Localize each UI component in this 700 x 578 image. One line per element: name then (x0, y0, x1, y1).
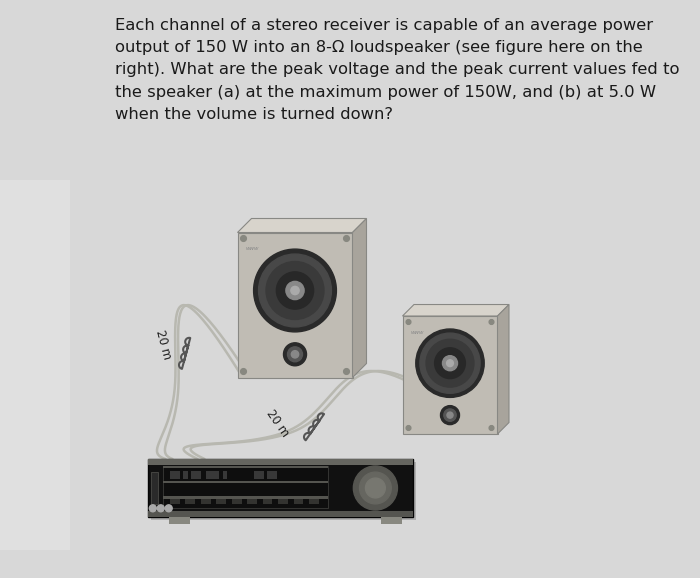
Polygon shape (353, 218, 367, 377)
Circle shape (426, 339, 474, 387)
Circle shape (288, 347, 302, 362)
Circle shape (276, 272, 314, 309)
Circle shape (286, 281, 304, 299)
FancyBboxPatch shape (278, 499, 288, 505)
FancyBboxPatch shape (151, 472, 158, 503)
Circle shape (258, 254, 331, 327)
FancyBboxPatch shape (170, 471, 180, 479)
FancyBboxPatch shape (169, 517, 190, 524)
Circle shape (435, 348, 466, 379)
Polygon shape (498, 305, 509, 434)
FancyBboxPatch shape (163, 466, 328, 468)
Bar (402, 316, 498, 434)
Circle shape (444, 409, 456, 421)
FancyBboxPatch shape (216, 499, 226, 505)
Circle shape (158, 505, 164, 512)
FancyBboxPatch shape (183, 471, 188, 479)
Circle shape (447, 360, 454, 366)
FancyBboxPatch shape (206, 471, 219, 479)
FancyBboxPatch shape (381, 517, 402, 524)
Circle shape (440, 406, 459, 425)
FancyBboxPatch shape (163, 496, 328, 499)
Circle shape (266, 261, 324, 320)
Polygon shape (402, 305, 509, 316)
FancyBboxPatch shape (148, 459, 412, 517)
Circle shape (149, 505, 156, 512)
FancyBboxPatch shape (0, 180, 70, 550)
FancyBboxPatch shape (293, 499, 303, 505)
Circle shape (360, 472, 391, 504)
Circle shape (165, 505, 172, 512)
Circle shape (344, 369, 349, 375)
Circle shape (354, 466, 398, 510)
FancyBboxPatch shape (201, 499, 211, 505)
Circle shape (406, 425, 411, 431)
Circle shape (447, 412, 453, 418)
FancyBboxPatch shape (262, 499, 272, 505)
Text: www: www (410, 330, 424, 335)
FancyBboxPatch shape (254, 471, 264, 479)
FancyBboxPatch shape (267, 471, 276, 479)
Text: www: www (246, 246, 259, 251)
Circle shape (284, 343, 307, 366)
Polygon shape (237, 218, 367, 232)
Circle shape (344, 236, 349, 242)
Circle shape (420, 333, 480, 393)
FancyBboxPatch shape (191, 471, 201, 479)
Text: 20 m: 20 m (153, 329, 173, 361)
Circle shape (253, 249, 337, 332)
Circle shape (241, 369, 246, 375)
FancyBboxPatch shape (309, 499, 318, 505)
FancyBboxPatch shape (148, 459, 412, 465)
Circle shape (291, 351, 299, 358)
Circle shape (489, 425, 494, 431)
Circle shape (489, 320, 494, 324)
Circle shape (365, 478, 385, 498)
Circle shape (442, 355, 458, 370)
FancyBboxPatch shape (223, 471, 228, 479)
Bar (237, 232, 353, 377)
Circle shape (416, 329, 484, 398)
FancyBboxPatch shape (170, 499, 180, 505)
FancyBboxPatch shape (247, 499, 257, 505)
FancyBboxPatch shape (148, 511, 412, 517)
Circle shape (406, 320, 411, 324)
Text: Each channel of a stereo receiver is capable of an average power
output of 150 W: Each channel of a stereo receiver is cap… (115, 18, 680, 122)
FancyBboxPatch shape (232, 499, 242, 505)
FancyBboxPatch shape (150, 462, 416, 520)
FancyBboxPatch shape (186, 499, 195, 505)
FancyBboxPatch shape (163, 466, 328, 507)
Circle shape (241, 236, 246, 242)
Circle shape (291, 286, 299, 295)
FancyBboxPatch shape (163, 480, 328, 483)
Text: 20 m: 20 m (264, 407, 292, 439)
